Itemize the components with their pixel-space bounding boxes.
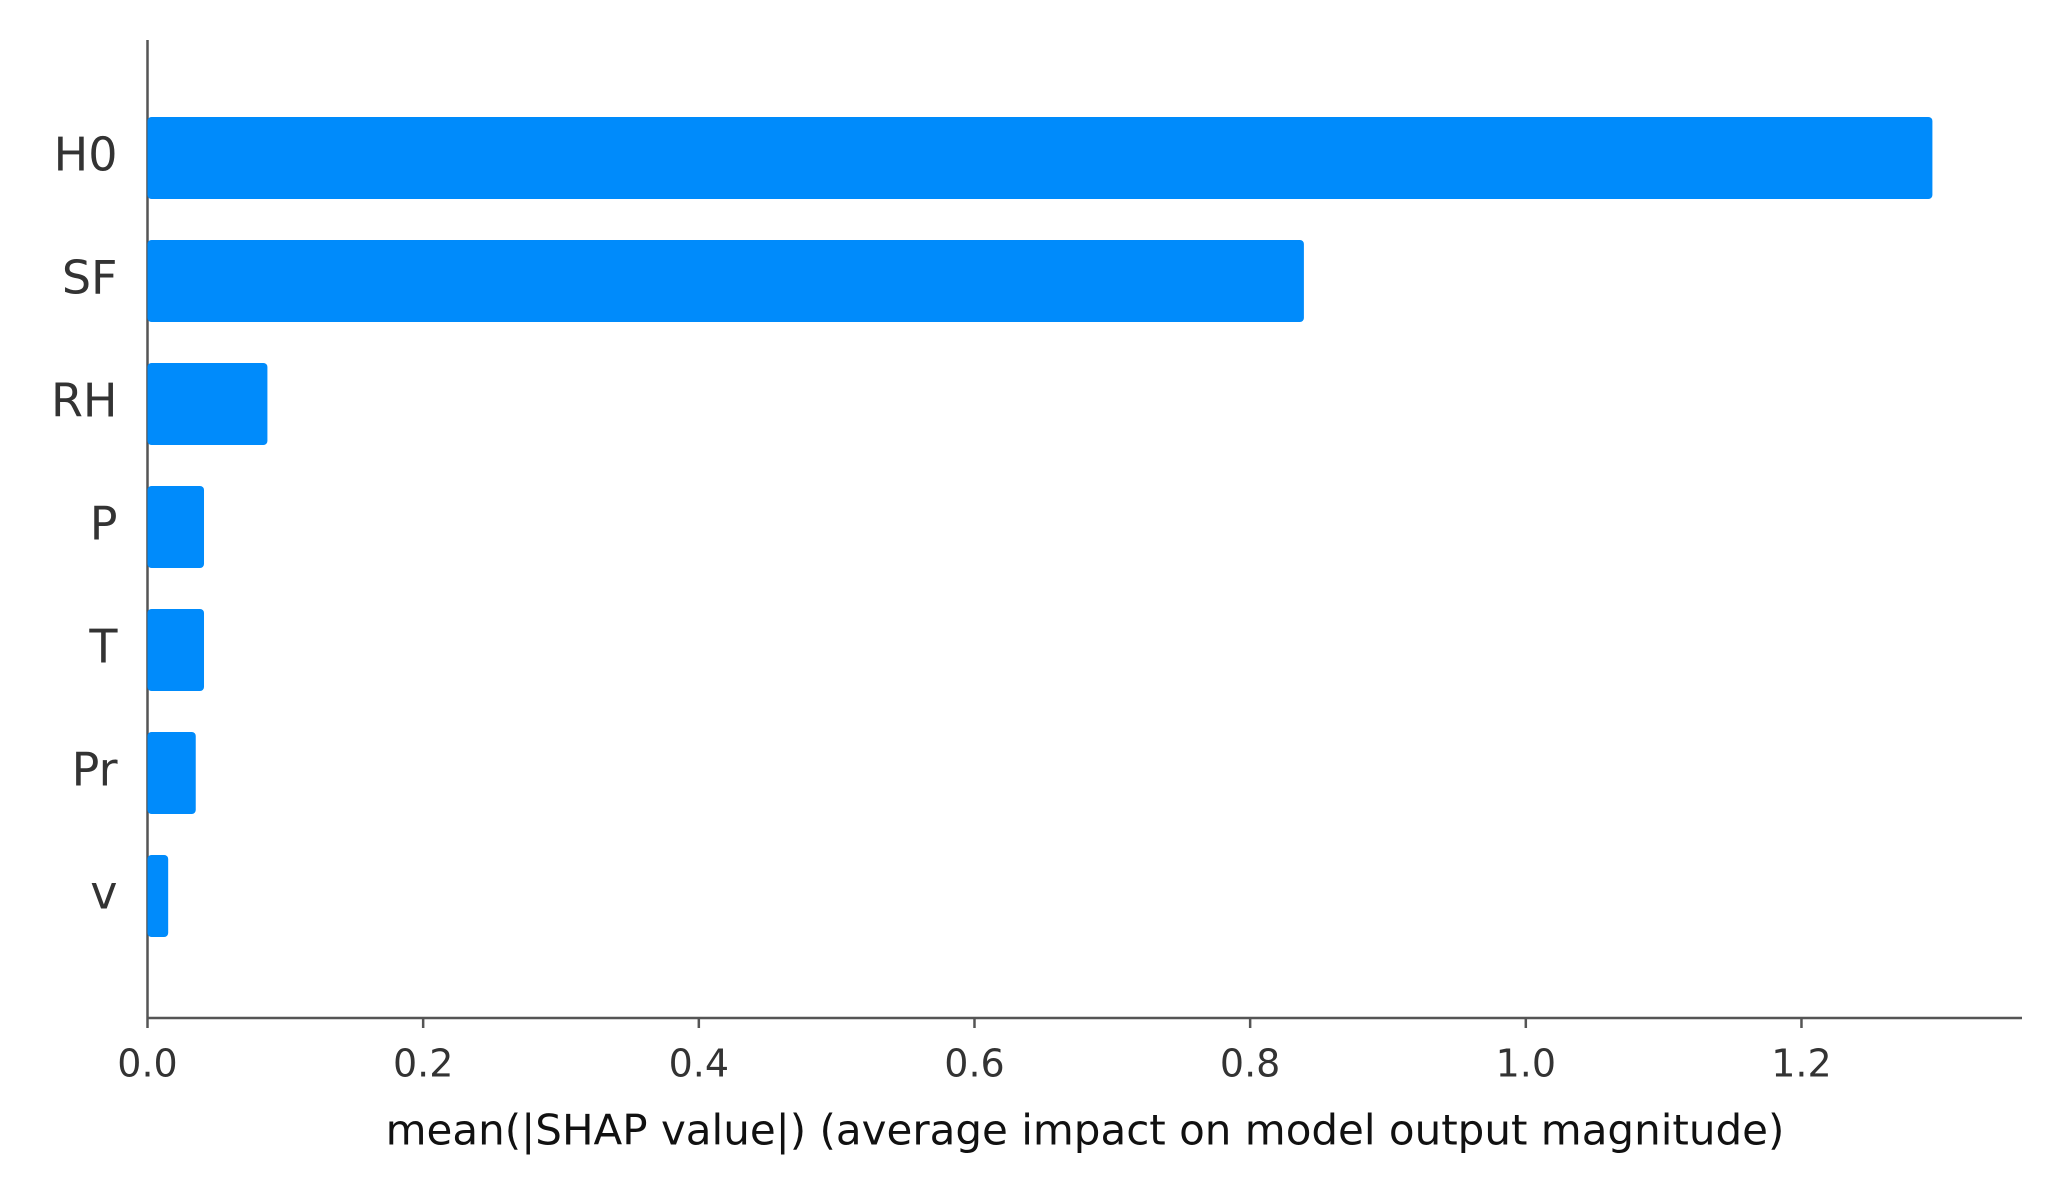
x-tick-label: 0.4 <box>669 1042 729 1086</box>
x-axis-title: mean(|SHAP value|) (average impact on mo… <box>386 1106 1785 1155</box>
bar <box>147 363 268 445</box>
bar <box>147 117 1933 199</box>
bar <box>147 855 169 937</box>
y-tick-label: Pr <box>72 743 118 797</box>
bar <box>147 732 196 814</box>
y-tick-label: RH <box>51 374 118 428</box>
x-tick-label: 1.0 <box>1496 1042 1556 1086</box>
bar <box>147 486 205 568</box>
bar <box>147 609 205 691</box>
x-tick-label: 0.2 <box>393 1042 453 1086</box>
y-tick-label: v <box>90 866 117 920</box>
y-tick-label: T <box>88 620 118 674</box>
y-tick-label: P <box>90 497 118 551</box>
x-tick-label: 0.8 <box>1220 1042 1280 1086</box>
x-tick-label: 0.6 <box>944 1042 1004 1086</box>
y-tick-label: SF <box>62 251 118 305</box>
bar <box>147 240 1304 322</box>
y-tick-label: H0 <box>54 128 118 182</box>
x-tick-label: 0.0 <box>117 1042 177 1086</box>
x-tick-label: 1.2 <box>1771 1042 1831 1086</box>
